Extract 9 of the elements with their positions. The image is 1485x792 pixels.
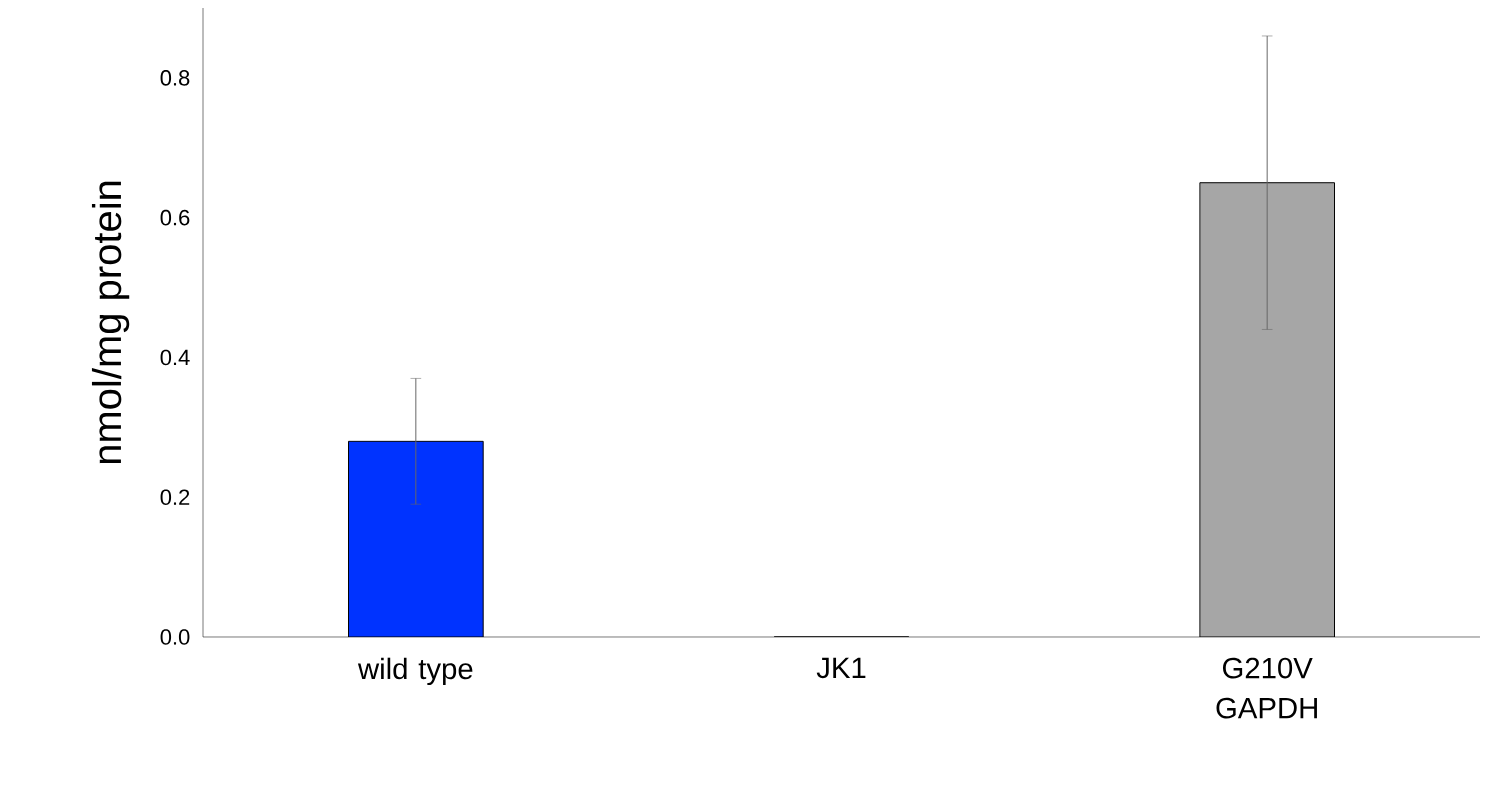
y-tick-label: 0.8 [160,70,190,86]
y-tick-label: 0.2 [160,489,190,505]
x-tick-label: JK1 [816,657,866,679]
x-tick-label: G210V GAPDH [1216,657,1317,719]
y-tick-label: 0.6 [160,209,190,226]
x-tick-label: wild type [357,657,473,686]
y-axis-title: nmol/mg protein [91,181,130,464]
y-tick-label: 0.4 [160,349,190,366]
y-tick-label: 0.0 [160,629,190,645]
